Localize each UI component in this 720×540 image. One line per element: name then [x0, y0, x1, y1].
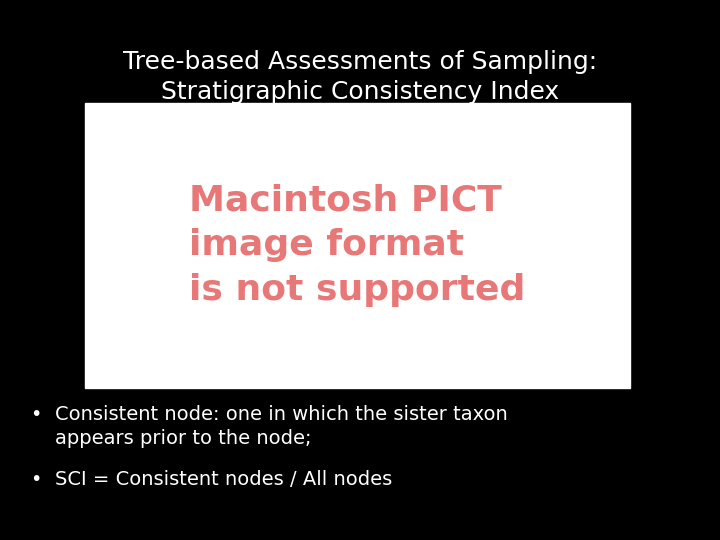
Text: •: •	[30, 470, 41, 489]
Text: SCI = Consistent nodes / All nodes: SCI = Consistent nodes / All nodes	[55, 470, 392, 489]
Bar	[85, 103, 630, 388]
Text: Macintosh PICT
image format
is not supported: Macintosh PICT image format is not suppo…	[189, 184, 526, 307]
Text: Consistent node: one in which the sister taxon
appears prior to the node;: Consistent node: one in which the sister…	[55, 405, 508, 448]
Text: •: •	[30, 405, 41, 424]
Text: Tree-based Assessments of Sampling:
Stratigraphic Consistency Index: Tree-based Assessments of Sampling: Stra…	[123, 50, 597, 104]
